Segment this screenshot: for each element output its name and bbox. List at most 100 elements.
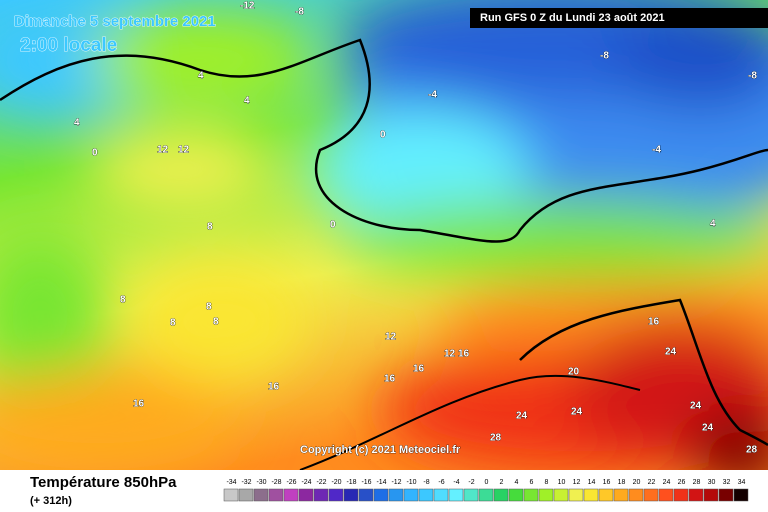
legend-swatch (283, 488, 299, 502)
isotherm-label: 16 (413, 364, 425, 375)
run-box (470, 8, 768, 28)
isotherm-label: 8 (213, 317, 219, 328)
legend-swatch (688, 488, 704, 502)
legend-label: 6 (530, 479, 534, 486)
legend-label: -32 (241, 479, 251, 486)
isotherm-label: 24 (571, 407, 583, 418)
legend-swatch (598, 488, 614, 502)
legend-label: -10 (406, 479, 416, 486)
legend-label: -14 (376, 479, 386, 486)
legend-label: 16 (603, 479, 611, 486)
legend-swatch (538, 488, 554, 502)
legend-label: -30 (256, 479, 266, 486)
isotherm-label: -8 (295, 7, 304, 18)
legend-label: 8 (545, 479, 549, 486)
isotherm-label: 0 (330, 220, 336, 231)
isotherm-label: 8 (170, 318, 176, 329)
legend-swatch (703, 488, 719, 502)
legend-label: -24 (301, 479, 311, 486)
legend-label: 4 (515, 479, 519, 486)
footer-subtitle: (+ 312h) (30, 495, 72, 507)
legend-swatch (733, 488, 749, 502)
legend-label: -8 (423, 479, 429, 486)
legend-label: -12 (391, 479, 401, 486)
legend-swatch (553, 488, 569, 502)
legend-swatch (718, 488, 734, 502)
isotherm-label: 4 (198, 71, 204, 82)
legend-label: -22 (316, 479, 326, 486)
legend-swatch (523, 488, 539, 502)
legend-swatch (358, 488, 374, 502)
isotherm-label: 28 (746, 445, 758, 456)
legend-label: 20 (633, 479, 641, 486)
legend-label: -2 (468, 479, 474, 486)
legend-swatch (298, 488, 314, 502)
legend-label: 14 (588, 479, 596, 486)
legend-swatch (613, 488, 629, 502)
map-field (0, 0, 768, 490)
legend-label: -34 (226, 479, 236, 486)
isotherm-label: 16 (133, 399, 145, 410)
legend-swatch (373, 488, 389, 502)
legend-swatch (343, 488, 359, 502)
legend-label: -16 (361, 479, 371, 486)
legend-label: 18 (618, 479, 626, 486)
isotherm-label: 16 (648, 317, 660, 328)
isotherm-label: 16 (384, 374, 396, 385)
isotherm-label: 20 (568, 367, 580, 378)
isotherm-label: 16 (458, 349, 470, 360)
legend-swatch (238, 488, 254, 502)
isotherm-label: 12 (157, 145, 169, 156)
isotherm-label: -4 (652, 145, 661, 156)
isotherm-label: 4 (74, 118, 80, 129)
isotherm-label: 8 (206, 302, 212, 313)
legend-label: 32 (723, 479, 731, 486)
isotherm-label: 24 (516, 411, 528, 422)
isotherm-label: 0 (92, 148, 98, 159)
legend-label: 24 (663, 479, 671, 486)
legend-swatch (418, 488, 434, 502)
legend-label: -20 (331, 479, 341, 486)
isotherm-label: 16 (268, 382, 280, 393)
legend-label: -18 (346, 479, 356, 486)
legend-swatch (403, 488, 419, 502)
isotherm-label: -8 (748, 71, 757, 82)
legend-swatch (388, 488, 404, 502)
isotherm-label: -8 (600, 51, 609, 62)
isotherm-label: 12 (444, 349, 456, 360)
legend-label: 30 (708, 479, 716, 486)
legend-swatch (463, 488, 479, 502)
isotherm-label: 0 (380, 130, 386, 141)
legend-label: 10 (558, 479, 566, 486)
legend-label: 0 (485, 479, 489, 486)
legend-swatch (448, 488, 464, 502)
legend-label: 22 (648, 479, 656, 486)
legend-swatch (493, 488, 509, 502)
isotherm-label: 8 (207, 222, 213, 233)
footer-title: Température 850hPa (30, 474, 177, 491)
legend-swatch (433, 488, 449, 502)
legend-swatch (568, 488, 584, 502)
legend-label: -6 (438, 479, 444, 486)
date: Dimanche 5 septembre 2021 (14, 13, 216, 30)
legend-label: 34 (738, 479, 746, 486)
run: Run GFS 0 Z du Lundi 23 août 2021 (480, 12, 665, 24)
legend-swatch (508, 488, 524, 502)
legend-swatch (253, 488, 269, 502)
time: 2:00 locale (20, 35, 117, 56)
isotherm-label: 24 (702, 423, 714, 434)
legend-label: -28 (271, 479, 281, 486)
legend-label: 12 (573, 479, 581, 486)
legend-swatch (673, 488, 689, 502)
legend-label: -26 (286, 479, 296, 486)
legend-swatch (583, 488, 599, 502)
isotherm-label: 24 (690, 401, 702, 412)
legend-swatch (328, 488, 344, 502)
legend-label: 26 (678, 479, 686, 486)
isotherm-label: 28 (490, 433, 502, 444)
isotherm-label: 4 (710, 219, 716, 230)
legend-label: 28 (693, 479, 701, 486)
isotherm-label: 12 (385, 332, 397, 343)
legend-swatch (268, 488, 284, 502)
